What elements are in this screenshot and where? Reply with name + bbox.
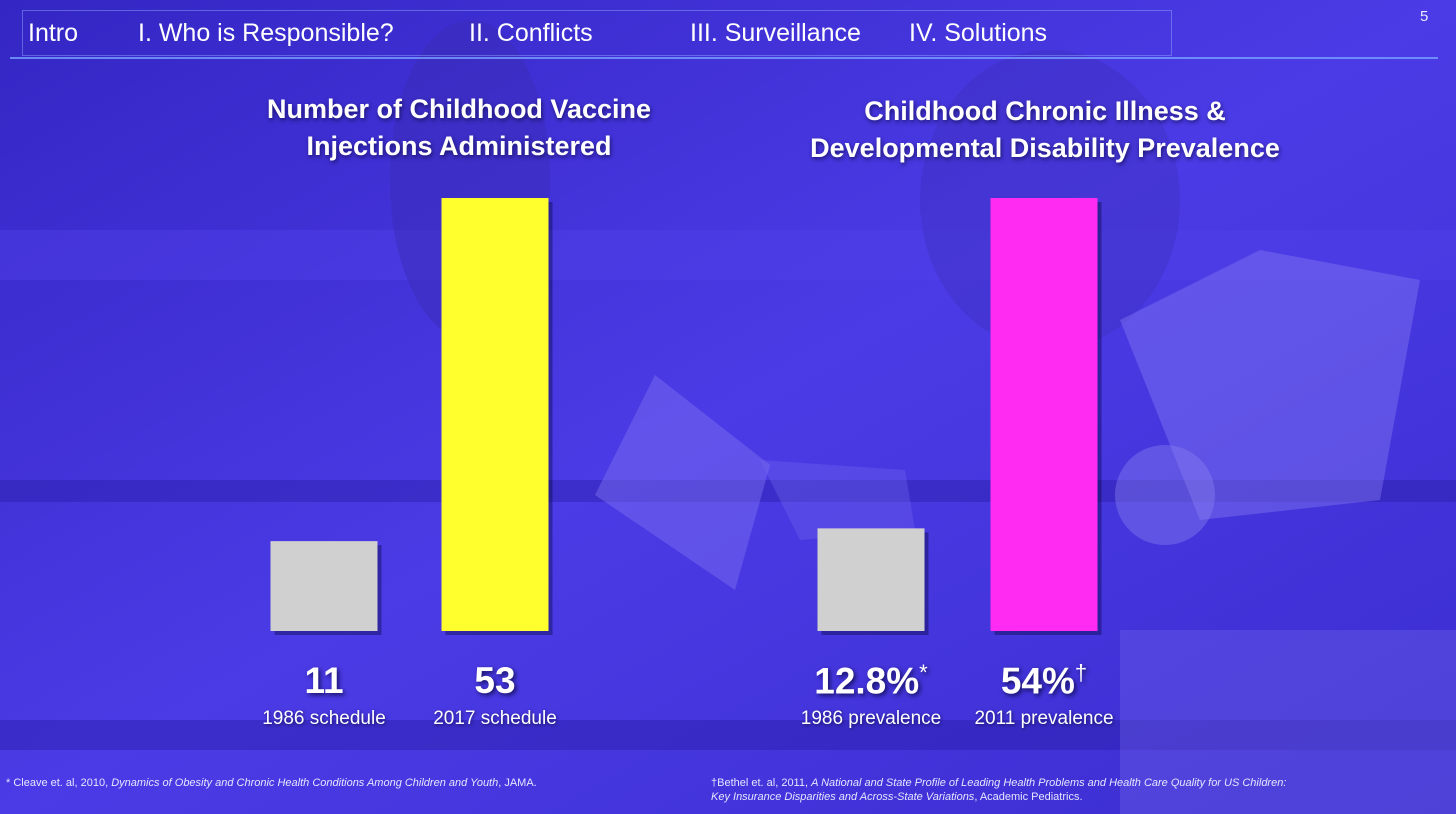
footnote-left: * Cleave et. al, 2010, Dynamics of Obesi… (6, 776, 537, 790)
data-label-value: 12.8%* (771, 660, 971, 702)
category-label: 2011 prevalence (974, 708, 1114, 729)
footnote-right-suffix: , Academic Pediatrics. (974, 791, 1083, 803)
chart-title-vaccines-line2: Injections Administered (306, 131, 612, 161)
footnote-left-title: Dynamics of Obesity and Chronic Health C… (111, 777, 499, 789)
nav-item-conflicts[interactable]: II. Conflicts (469, 19, 593, 47)
category-label: 1986 schedule (262, 708, 386, 729)
bar-2017-schedule (441, 198, 549, 631)
chart-title-vaccines-line1: Number of Childhood Vaccine (266, 94, 652, 124)
top-navigation (22, 10, 1172, 56)
data-label-value: 53 (395, 660, 595, 702)
category-label: 2017 schedule (433, 708, 557, 729)
data-label-value: 11 (224, 660, 424, 702)
footnote-right-title-line1: A National and State Profile of Leading … (811, 777, 1287, 789)
data-label-number: 11 (304, 660, 344, 701)
chart-title-illness-line1: Childhood Chronic Illness & (864, 96, 1226, 126)
footnote-marker: † (1074, 660, 1088, 685)
footnote-right-prefix: †Bethel et. al, 2011, (711, 777, 812, 789)
category-label: 1986 prevalence (800, 708, 942, 729)
bar-1986-schedule (270, 541, 378, 631)
nav-item-who-is-responsible[interactable]: I. Who is Responsible? (138, 19, 394, 47)
nav-item-intro[interactable]: Intro (28, 19, 79, 47)
bar-1986-prevalence (817, 528, 925, 631)
bar-2011-prevalence (990, 198, 1098, 631)
chart-title-vaccines: Number of Childhood Vaccine Injections A… (209, 91, 709, 165)
footnote-left-prefix: * Cleave et. al, 2010, (6, 777, 112, 789)
chart-title-illness-line2: Developmental Disability Prevalence (810, 133, 1280, 163)
chart-title-illness: Childhood Chronic Illness & Developmenta… (745, 93, 1345, 167)
footnote-right: †Bethel et. al, 2011, A National and Sta… (711, 776, 1451, 804)
footnote-right-title-line2: Key Insurance Disparities and Across-Sta… (711, 791, 975, 803)
nav-item-solutions[interactable]: IV. Solutions (909, 19, 1048, 47)
page-number: 5 (1420, 8, 1429, 25)
footnote-marker: * (919, 660, 928, 685)
header-divider (10, 57, 1438, 59)
nav-item-surveillance[interactable]: III. Surveillance (690, 19, 861, 47)
data-label-number: 54% (1000, 660, 1075, 702)
footnote-left-suffix: , JAMA. (498, 777, 537, 789)
data-label-value: 54%† (944, 660, 1144, 702)
data-label-number: 12.8% (814, 660, 920, 702)
data-label-number: 53 (474, 660, 516, 701)
